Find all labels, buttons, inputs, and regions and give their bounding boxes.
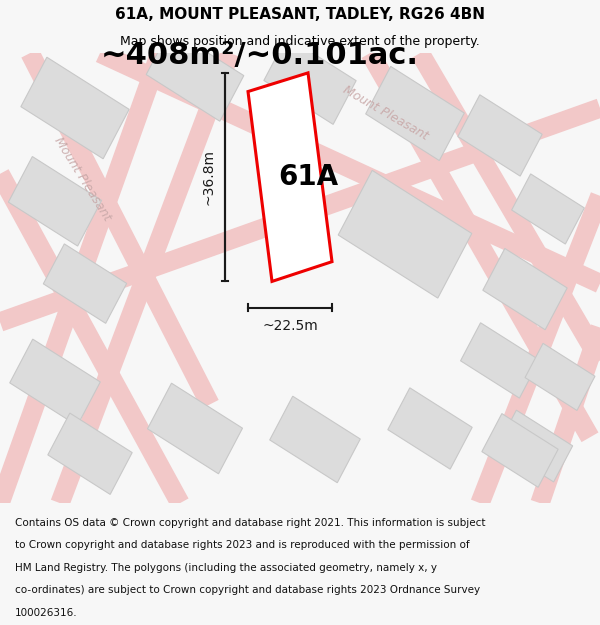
Polygon shape <box>148 383 242 474</box>
Polygon shape <box>21 58 129 159</box>
Polygon shape <box>48 413 132 494</box>
Text: to Crown copyright and database rights 2023 and is reproduced with the permissio: to Crown copyright and database rights 2… <box>15 540 470 550</box>
Polygon shape <box>512 174 584 244</box>
Polygon shape <box>458 95 542 176</box>
Polygon shape <box>8 156 101 246</box>
Polygon shape <box>482 414 558 488</box>
Polygon shape <box>270 396 360 482</box>
Text: Contains OS data © Crown copyright and database right 2021. This information is : Contains OS data © Crown copyright and d… <box>15 518 485 528</box>
Text: 100026316.: 100026316. <box>15 608 77 618</box>
Polygon shape <box>338 171 472 298</box>
Polygon shape <box>264 37 356 124</box>
Polygon shape <box>10 339 100 426</box>
Text: 61A: 61A <box>278 163 338 191</box>
Text: ~22.5m: ~22.5m <box>262 319 318 332</box>
Polygon shape <box>497 410 572 482</box>
Polygon shape <box>146 29 244 121</box>
Text: Mount Pleasant: Mount Pleasant <box>51 135 113 224</box>
Text: HM Land Registry. The polygons (including the associated geometry, namely x, y: HM Land Registry. The polygons (includin… <box>15 563 437 573</box>
Text: ~36.8m: ~36.8m <box>201 149 215 205</box>
Text: ~408m²/~0.101ac.: ~408m²/~0.101ac. <box>101 41 419 69</box>
Polygon shape <box>365 66 464 161</box>
Text: Mount Pleasant: Mount Pleasant <box>340 84 430 143</box>
Polygon shape <box>248 73 332 281</box>
Text: 61A, MOUNT PLEASANT, TADLEY, RG26 4BN: 61A, MOUNT PLEASANT, TADLEY, RG26 4BN <box>115 8 485 22</box>
Polygon shape <box>483 248 567 330</box>
Text: co-ordinates) are subject to Crown copyright and database rights 2023 Ordnance S: co-ordinates) are subject to Crown copyr… <box>15 586 480 596</box>
Polygon shape <box>388 388 472 469</box>
Polygon shape <box>43 244 127 323</box>
Text: Map shows position and indicative extent of the property.: Map shows position and indicative extent… <box>120 35 480 48</box>
Polygon shape <box>525 343 595 411</box>
Polygon shape <box>461 322 539 398</box>
